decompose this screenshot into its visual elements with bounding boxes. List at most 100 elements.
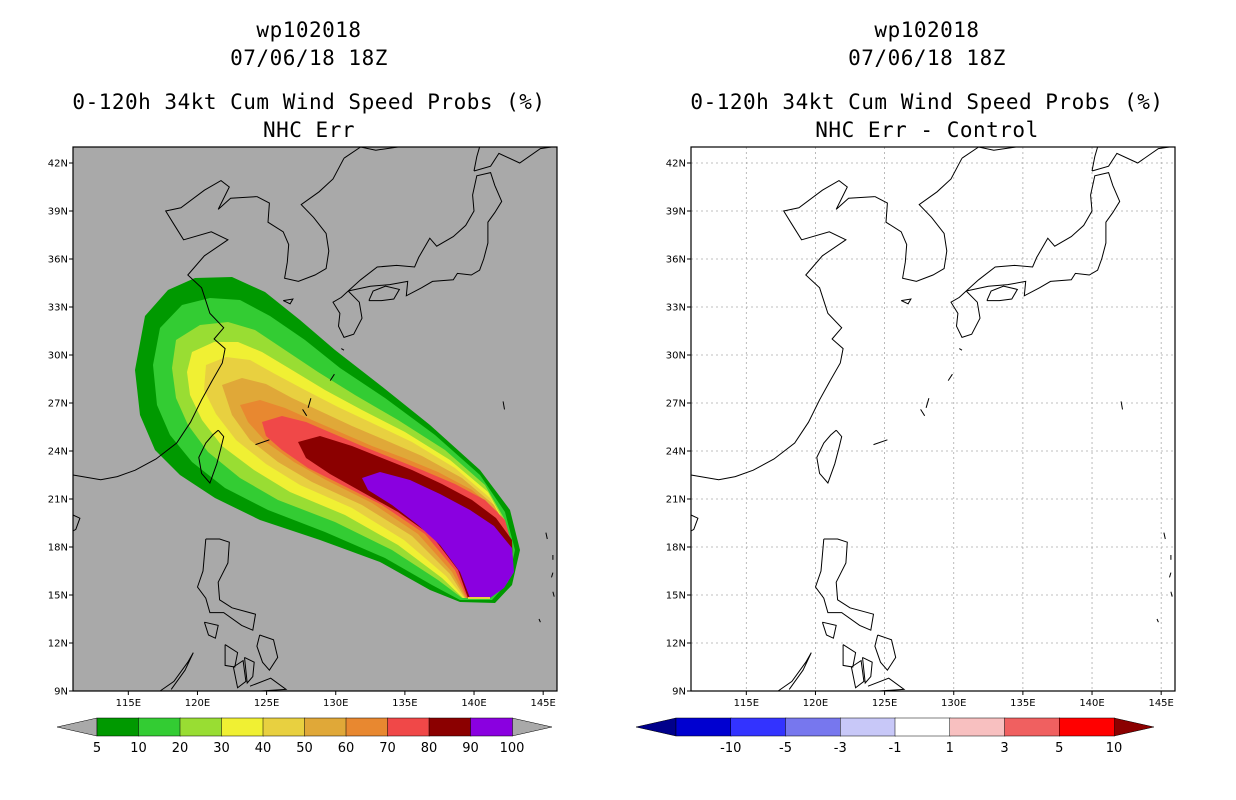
lat-tick-label: 24N — [48, 447, 68, 458]
colorbar-swatch — [1059, 717, 1115, 737]
date-time-title: 07/06/18 18Z — [848, 46, 1006, 70]
lat-tick-label: 33N — [666, 303, 686, 314]
colorbar-label: 5 — [93, 741, 101, 756]
coastline-segment — [900, 298, 912, 305]
lon-tick-label: 120E — [803, 698, 828, 709]
colorbar-label: 5 — [1055, 741, 1063, 756]
lon-tick-label: 120E — [185, 698, 210, 709]
coastline-segment — [302, 409, 308, 417]
difference-map: 115E 120E 125E 130E 135E 140E 145E 9N 12N 15N 18N 2… — [635, 146, 1176, 756]
coastline-segment — [1170, 591, 1173, 597]
colorbar-label: 50 — [296, 741, 313, 756]
coastline-segment — [307, 398, 312, 408]
colorbar-swatch — [96, 717, 140, 737]
coastline-segment — [874, 634, 897, 672]
storm-id-title: wp102018 — [256, 18, 362, 42]
lat-tick-label: 12N — [48, 639, 68, 650]
lat-tick-label: 15N — [666, 591, 686, 602]
colorbar-swatch — [470, 717, 513, 737]
lat-tick-label: 42N — [666, 159, 686, 170]
coastline-segment — [72, 179, 257, 481]
panel-nhc-err: wp102018 07/06/18 18Z 0-120h 34kt Cum Wi… — [48, 18, 558, 756]
coastline-segment — [873, 439, 888, 446]
coastline-segment — [538, 618, 541, 623]
colorbar-swatch — [675, 717, 732, 737]
colorbar-swatch — [179, 717, 223, 737]
colorbar-label: 40 — [255, 741, 272, 756]
colorbar-swatch — [785, 717, 841, 737]
lon-tick-label: 145E — [1148, 698, 1173, 709]
storm-id-title: wp102018 — [874, 18, 980, 42]
grid-lines — [691, 147, 1175, 692]
colorbar-label: 30 — [213, 741, 230, 756]
map-frame — [690, 146, 1176, 692]
coastline-segment — [282, 298, 294, 305]
lat-tick-label: 24N — [666, 447, 686, 458]
lon-tick-label: 135E — [1010, 698, 1035, 709]
coastline-segment — [347, 172, 503, 297]
coastline-segment — [203, 621, 219, 639]
lat-tick-label: 42N — [48, 159, 68, 170]
coastline-segment — [368, 285, 401, 302]
coastline-segment — [690, 179, 875, 481]
coastline-segment — [255, 439, 270, 446]
lat-tick-label: 18N — [48, 543, 68, 554]
coastline-segment — [1156, 618, 1159, 623]
lon-tick-label: 125E — [872, 698, 897, 709]
colorbar-label: -10 — [720, 741, 741, 756]
coastline-segment — [72, 514, 81, 532]
colorbar-end-right — [511, 717, 553, 737]
coastline-segment — [1120, 401, 1123, 410]
coastline-segment — [862, 656, 873, 685]
colorbar-swatch — [387, 717, 430, 737]
product-title: 0-120h 34kt Cum Wind Speed Probs (%) — [690, 90, 1164, 114]
lon-tick-label: 115E — [734, 698, 759, 709]
lat-tick-label: 39N — [666, 207, 686, 218]
colorbar-swatch — [221, 717, 264, 737]
colorbar: 5 10 20 30 40 50 60 70 80 90 100 — [56, 717, 553, 756]
lon-tick-label: 140E — [461, 698, 486, 709]
product-title: 0-120h 34kt Cum Wind Speed Probs (%) — [72, 90, 546, 114]
colorbar-label: -5 — [779, 741, 792, 756]
coastline-segment — [947, 373, 953, 381]
colorbar-end-left — [56, 717, 98, 737]
coastline-segment — [502, 401, 505, 410]
colorbar-swatch — [1004, 717, 1060, 737]
coastline-segment — [224, 644, 239, 668]
coastline-segment — [198, 429, 225, 484]
coastline-segment — [244, 656, 255, 685]
colorbar-swatch — [894, 717, 951, 737]
lat-tick-label: 39N — [48, 207, 68, 218]
coastline-segment — [867, 677, 906, 692]
coastline-segment — [690, 514, 699, 532]
lat-tick-label: 33N — [48, 303, 68, 314]
colorbar-label: 70 — [379, 741, 396, 756]
coastline-segment — [196, 538, 257, 631]
coastline-segment — [159, 652, 194, 692]
lat-tick-label: 15N — [48, 591, 68, 602]
colorbar-label: 3 — [1000, 741, 1008, 756]
coastline-segment — [249, 677, 288, 692]
colorbar-swatch — [345, 717, 389, 737]
lon-tick-label: 125E — [254, 698, 279, 709]
lat-tick-label: 36N — [48, 255, 68, 266]
lat-tick-label: 18N — [666, 543, 686, 554]
lat-tick-label: 30N — [48, 351, 68, 362]
colorbar-label: 10 — [1106, 741, 1123, 756]
lat-tick-label: 36N — [666, 255, 686, 266]
colorbar-label: 20 — [172, 741, 189, 756]
colorbar-end-left — [635, 717, 677, 737]
map-background — [691, 147, 1175, 691]
colorbar-swatch — [304, 717, 347, 737]
colorbar-swatch — [428, 717, 472, 737]
lon-tick-label: 130E — [941, 698, 966, 709]
coastline-segment — [545, 532, 548, 540]
coastline-segment — [256, 157, 345, 282]
coastline-segment — [1163, 532, 1166, 540]
colorbar-label: 10 — [130, 741, 147, 756]
colorbar-swatch — [138, 717, 181, 737]
axis-ticks: 115E 120E 125E 130E 135E 140E 145E 9N 12N 15N 18N 2… — [666, 159, 1174, 710]
colorbar-end-right — [1113, 717, 1155, 737]
model-title: NHC Err - Control — [815, 118, 1039, 142]
probability-contours — [135, 277, 520, 603]
